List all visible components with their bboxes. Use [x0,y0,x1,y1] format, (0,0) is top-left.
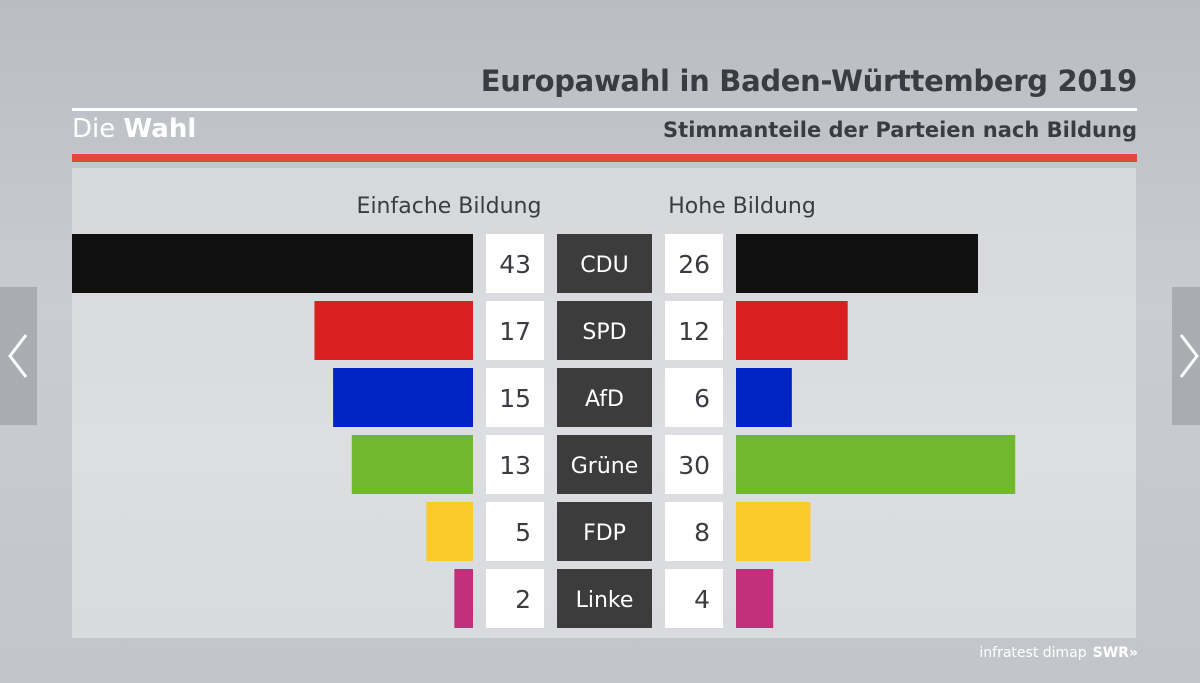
bar-einfache-linke [454,569,473,628]
value-box-einfache [486,368,544,427]
bar-hohe-afd [736,368,792,427]
party-label-spd: SPD [582,320,626,345]
broadcaster-logo: SWR» [1093,645,1138,661]
previous-button[interactable] [0,287,37,425]
value-box-einfache [486,435,544,494]
series-label-einfache-bildung: Einfache Bildung [357,194,542,219]
value-hohe-spd: 12 [678,317,710,346]
bar-einfache-gruene [351,435,473,494]
value-hohe-cdu: 26 [678,250,710,279]
next-button[interactable] [1172,287,1200,425]
value-box-hohe [665,368,723,427]
bar-einfache-afd [333,368,473,427]
bar-hohe-spd [736,301,848,360]
party-box [557,368,652,427]
chart-title: Europawahl in Baden-Württemberg 2019 [480,64,1138,98]
party-label-gruene: Grüne [571,454,639,479]
party-box [557,502,652,561]
brand-logo: Die Wahl [72,114,196,144]
value-einfache-spd: 17 [499,317,531,346]
value-einfache-fdp: 5 [515,518,531,547]
broadcaster-mark: » [1128,645,1138,661]
value-einfache-linke: 2 [515,585,531,614]
value-box-hohe [665,234,723,293]
party-box [557,301,652,360]
value-einfache-afd: 15 [499,384,531,413]
value-hohe-linke: 4 [694,585,710,614]
value-hohe-gruene: 30 [678,451,710,480]
chevron-left-icon [7,334,27,378]
value-box-einfache [486,234,544,293]
broadcaster-name: SWR [1092,645,1129,661]
brand-bold: Wahl [123,114,197,144]
source-label: infratest dimap [979,645,1087,661]
party-label-linke: Linke [576,588,634,613]
value-box-einfache [486,502,544,561]
party-box [557,234,652,293]
value-box-hohe [665,301,723,360]
party-label-cdu: CDU [580,253,628,278]
value-box-hohe [665,502,723,561]
chart-subtitle: Stimmanteile der Parteien nach Bildung [663,118,1137,142]
value-einfache-gruene: 13 [499,451,531,480]
party-label-fdp: FDP [583,521,626,546]
bar-einfache-spd [314,301,473,360]
value-box-einfache [486,301,544,360]
value-box-hohe [665,569,723,628]
bar-einfache-fdp [426,502,473,561]
header-rule [72,108,1137,111]
brand-prefix: Die [72,114,116,144]
chevron-right-icon [1179,334,1199,378]
bar-einfache-cdu [72,234,473,293]
party-label-afd: AfD [585,387,624,412]
value-hohe-fdp: 8 [694,518,710,547]
bar-hohe-fdp [736,502,811,561]
value-einfache-cdu: 43 [499,250,531,279]
source-credit: infratest dimap SWR» [979,645,1138,661]
bar-hohe-linke [736,569,774,628]
value-hohe-afd: 6 [694,384,710,413]
accent-rule [72,154,1137,162]
bar-hohe-gruene [736,435,1016,494]
value-box-hohe [665,435,723,494]
party-box [557,435,652,494]
value-box-einfache [486,569,544,628]
series-label-hohe-bildung: Hohe Bildung [668,194,816,219]
party-box [557,569,652,628]
bar-hohe-cdu [736,234,978,293]
